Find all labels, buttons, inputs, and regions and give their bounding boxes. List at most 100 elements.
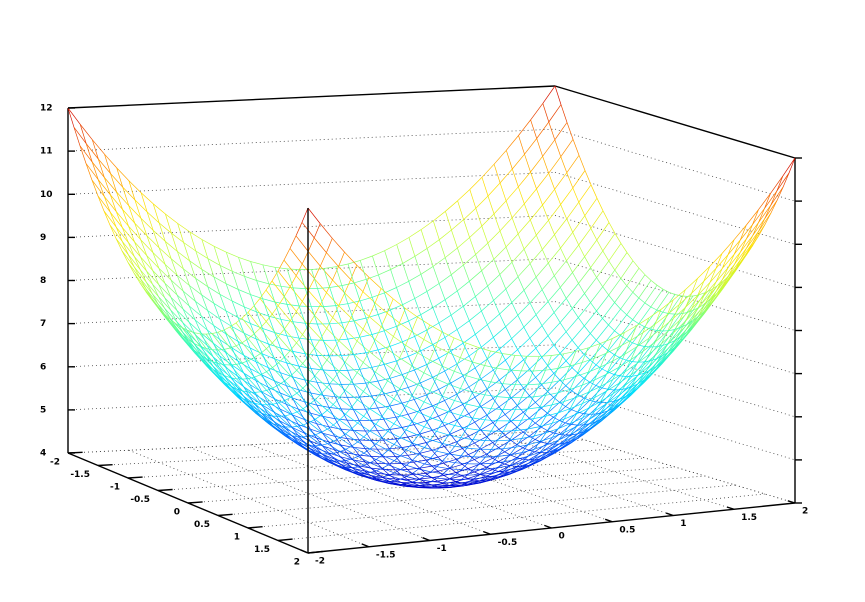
mesh-line-y [261,412,274,422]
mesh-line-y [351,445,365,454]
mesh-line-y [481,300,494,312]
mesh-line-y [685,316,699,331]
mesh-line-y [286,335,300,339]
mesh-line-x [553,275,561,288]
mesh-line-x [619,394,626,403]
mesh-line-y [484,365,497,369]
mesh-line-y [284,400,298,413]
mesh-line-y [406,449,419,455]
mesh-line-y [419,465,432,469]
mesh-line-y [363,452,377,460]
mesh-line-x [278,328,285,337]
mesh-line-x [619,396,626,400]
mesh-line-x [474,459,481,465]
mesh-line-x [165,213,172,234]
mesh-line-y [339,451,353,460]
mesh-line-y [265,321,279,337]
mesh-line-x [582,408,589,418]
mesh-line-x [377,430,384,441]
mesh-line-x [188,345,195,353]
mesh-line-y [394,460,407,466]
mesh-line-y [344,389,358,401]
mesh-line-y [311,339,324,341]
mesh-line-x [490,396,498,409]
mesh-line-x [224,384,232,391]
mesh-line-y [480,398,494,407]
mesh-line-y [353,352,366,355]
mesh-line-x [642,317,650,333]
mesh-line-x [484,408,492,420]
mesh-line-y [480,422,494,431]
mesh-line-x [231,377,238,388]
mesh-line-x [164,264,172,281]
mesh-line-y [511,326,525,339]
z-tick-label: 6 [40,362,46,372]
mesh-line-y [405,308,418,318]
mesh-line-x [662,288,670,293]
mesh-line-x [346,452,354,461]
mesh-line-x [443,485,450,488]
mesh-line-y [346,452,360,456]
mesh-line-y [746,230,760,249]
mesh-line-x [518,135,525,155]
mesh-line-y [254,357,267,372]
mesh-line-x [363,382,370,392]
mesh-line-y [649,343,662,355]
mesh-line-x [97,158,105,178]
mesh-line-x [607,388,615,391]
mesh-line-x [395,417,403,428]
mesh-line-y [571,354,585,368]
mesh-line-x [332,371,340,380]
mesh-line-x [541,441,548,444]
mesh-line-y [527,383,540,386]
mesh-line-x [578,317,585,327]
mesh-line-y [341,354,354,357]
mesh-line-x [612,383,620,394]
mesh-line-y [487,313,500,325]
mesh-line-y [262,353,275,360]
mesh-line-y [365,380,378,384]
mesh-line-x [438,283,446,300]
mesh-line-x [310,339,318,356]
mesh-line-y [499,338,512,350]
mesh-line-x [442,411,449,423]
mesh-line-x [242,400,250,408]
mesh-line-y [345,433,358,443]
mesh-line-x [414,298,422,315]
mesh-line-y [121,250,135,268]
mesh-line-y [565,394,579,407]
mesh-line-x [401,427,409,438]
mesh-line-x [475,296,482,312]
mesh-line-y [363,436,377,445]
mesh-line-y [387,380,400,389]
mesh-line-x [249,384,257,396]
mesh-line-y [308,325,321,339]
mesh-line-x [449,453,457,460]
mesh-line-y [740,235,753,253]
mesh-line-x [547,335,555,346]
mesh-line-y [299,305,312,308]
mesh-line-x [534,458,541,461]
mesh-line-y [145,288,159,305]
mesh-line-x [219,339,226,353]
mesh-line-y [255,394,269,403]
mesh-line-y [533,444,547,450]
mesh-line-x [490,368,498,383]
mesh-line-x [128,225,135,243]
mesh-line-x [217,329,225,333]
mesh-line-y [238,256,251,262]
mesh-line-x [345,407,352,415]
mesh-line-y [407,452,420,456]
mesh-line-x [345,458,352,461]
mesh-line-y [116,211,129,227]
mesh-line-y [413,459,426,463]
mesh-line-y [128,225,141,240]
mesh-line-x [279,431,286,437]
mesh-line-y [601,354,615,370]
mesh-line-y [418,453,431,459]
mesh-line-y [268,367,281,374]
mesh-line-x [279,428,287,435]
mesh-line-x [739,224,747,241]
mesh-line-x [356,362,364,373]
mesh-line-x [365,279,373,298]
